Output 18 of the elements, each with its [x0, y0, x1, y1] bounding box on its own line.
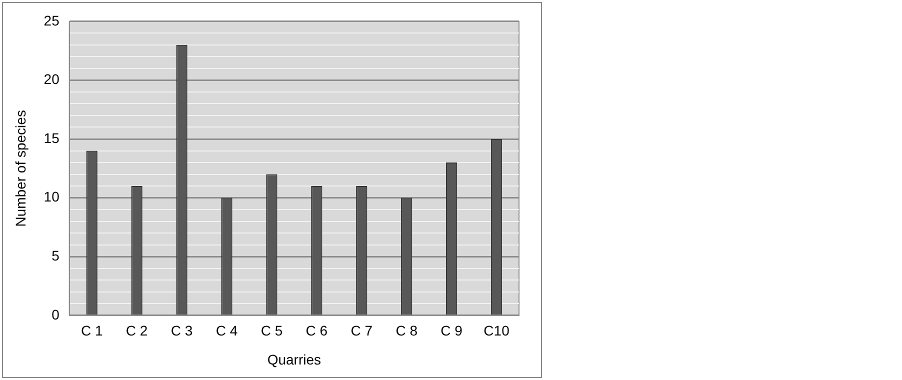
- x-tick-label: C 3: [170, 322, 193, 339]
- y-tick-label: 25: [44, 12, 60, 28]
- y-tick-label: 20: [44, 71, 60, 88]
- y-tick-label: 0: [52, 306, 60, 322]
- x-tick-label: C 9: [440, 322, 463, 339]
- x-tick-label: C 8: [396, 322, 418, 339]
- x-tick-label: C 6: [306, 322, 328, 339]
- y-tick-label: 10: [44, 188, 60, 205]
- x-tick-label: C 2: [126, 322, 148, 339]
- y-axis-title: Number of species: [12, 110, 28, 227]
- y-tick-label: 15: [44, 130, 60, 146]
- y-tick-label: 5: [52, 247, 60, 264]
- x-tick-label: C 1: [80, 322, 103, 339]
- x-tick-label: C 4: [216, 322, 238, 339]
- x-tick-label: C 5: [260, 322, 283, 339]
- x-axis-title: Quarries: [267, 351, 322, 368]
- x-tick-label: C10: [484, 322, 510, 339]
- x-tick-label: C 7: [350, 322, 373, 339]
